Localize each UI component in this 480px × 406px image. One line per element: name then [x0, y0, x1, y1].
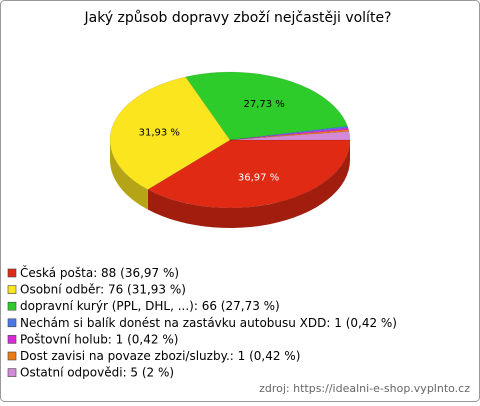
slice — [229, 125, 349, 141]
chart-title: Jaký způsob dopravy zboží nejčastěji vol… — [84, 10, 392, 26]
slice-side — [110, 140, 148, 210]
slice — [229, 127, 349, 141]
source: zdroj: https://idealni-e-shop.vyplnto.cz — [259, 382, 470, 395]
legend-swatch — [7, 285, 17, 294]
legend-label: Poštovní holub: 1 (0,42 %) — [20, 332, 178, 346]
slice — [229, 131, 351, 141]
legend-label: Nechám si balík donést na zastávku autob… — [20, 316, 397, 330]
legend-label: Ostatní odpovědi: 5 (2 %) — [20, 366, 174, 380]
legend-swatch — [7, 318, 17, 328]
slice — [109, 76, 231, 190]
legend-swatch — [7, 351, 17, 361]
slice-side — [147, 140, 350, 228]
data-label: 27,73 % — [243, 99, 284, 110]
legend-label: Česká pošta: 88 (36,97 %) — [20, 265, 179, 280]
legend: Česká pošta: 88 (36,97 %) Osobní odběr: 7… — [7, 265, 397, 380]
legend-swatch — [7, 368, 17, 377]
slice — [185, 71, 348, 141]
pie: 36,97 % 31,93 % 27,73 % — [109, 71, 351, 228]
legend-label: Osobní odběr: 76 (31,93 %) — [20, 283, 186, 297]
legend-swatch — [7, 268, 17, 278]
slice — [147, 139, 351, 209]
legend-label: dopravní kurýr (PPL, DHL, ...): 66 (27,7… — [20, 299, 280, 313]
legend-label: Dost zavisi na povaze zbozi/sluzby.: 1 (… — [20, 349, 300, 363]
legend-swatch — [7, 335, 17, 344]
slice — [229, 129, 350, 141]
data-label: 31,93 % — [139, 127, 180, 138]
data-label: 36,97 % — [238, 172, 279, 183]
legend-swatch — [7, 301, 17, 311]
